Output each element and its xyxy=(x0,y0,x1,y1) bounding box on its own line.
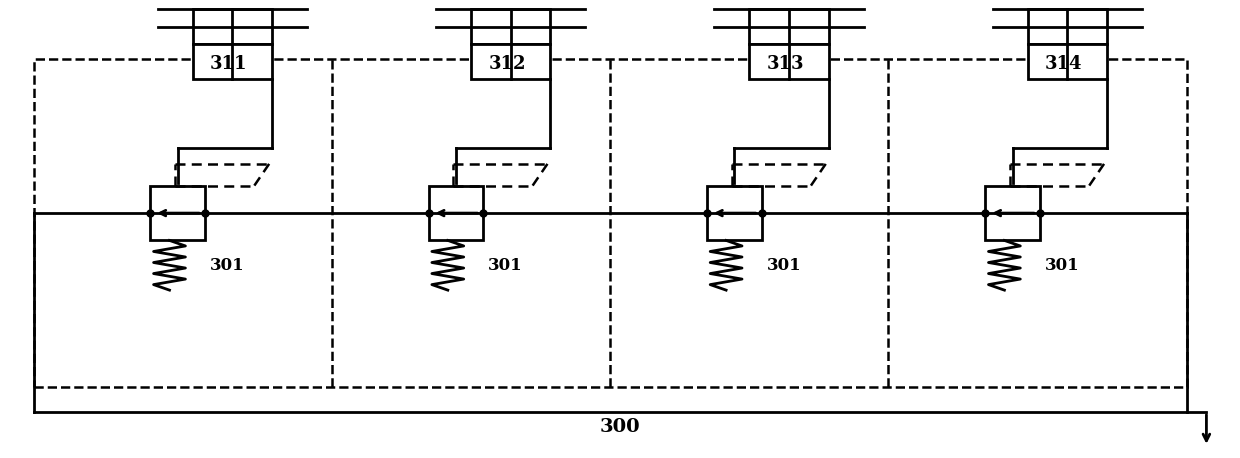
Bar xyxy=(471,9,551,44)
Bar xyxy=(1028,44,1107,79)
Bar xyxy=(707,186,761,240)
Text: 301: 301 xyxy=(1045,257,1080,274)
Bar xyxy=(986,186,1040,240)
Text: 301: 301 xyxy=(210,257,244,274)
Text: 311: 311 xyxy=(210,55,248,73)
Bar xyxy=(429,186,484,240)
Text: 301: 301 xyxy=(766,257,801,274)
Text: 301: 301 xyxy=(489,257,523,274)
Bar xyxy=(749,9,828,44)
Bar xyxy=(150,186,205,240)
Text: 300: 300 xyxy=(600,418,640,436)
Text: 314: 314 xyxy=(1045,55,1083,73)
Text: 313: 313 xyxy=(766,55,804,73)
Bar xyxy=(192,9,272,44)
Bar xyxy=(471,44,551,79)
Bar xyxy=(749,44,828,79)
Text: 312: 312 xyxy=(489,55,526,73)
Bar xyxy=(33,59,1187,387)
Bar xyxy=(192,44,272,79)
Bar xyxy=(1028,9,1107,44)
